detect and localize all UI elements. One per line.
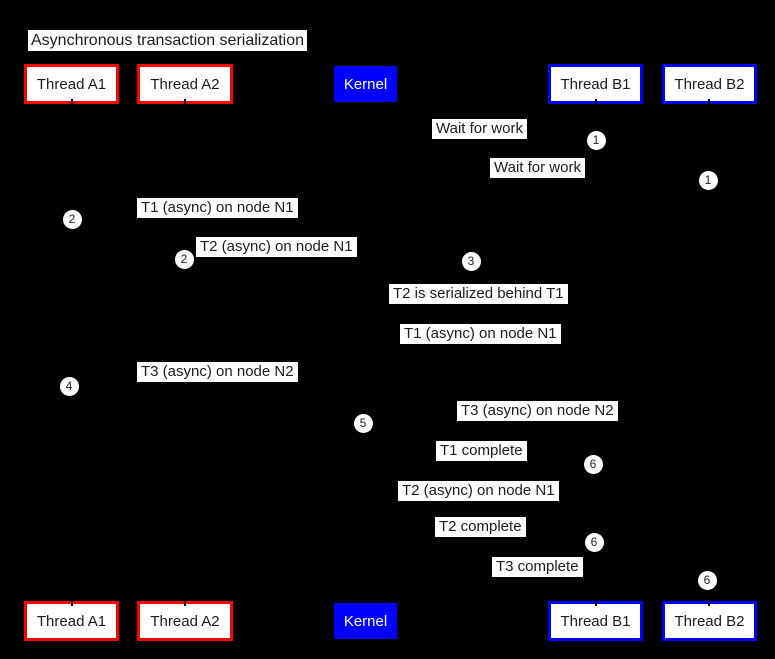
message-label: T2 (async) on node N1 — [398, 481, 559, 501]
step-marker-5: 5 — [353, 413, 373, 433]
step-marker-6: 6 — [583, 454, 603, 474]
message-label: Wait for work — [432, 119, 527, 139]
participant-thread-a2-top: Thread A2 — [137, 64, 233, 104]
message-label: T3 (async) on node N2 — [137, 362, 298, 382]
message-label: T3 (async) on node N2 — [457, 401, 618, 421]
lifeline-stub-thread-b1-bottom — [595, 597, 597, 606]
participant-thread-b2-top: Thread B2 — [662, 64, 757, 104]
step-marker-2: 2 — [62, 209, 82, 229]
step-marker-1: 1 — [698, 170, 718, 190]
step-marker-1: 1 — [586, 130, 606, 150]
lifeline-stub-thread-b2-bottom — [708, 597, 710, 606]
participant-thread-a1-top: Thread A1 — [24, 64, 119, 104]
message-label: T1 (async) on node N1 — [400, 324, 561, 344]
step-marker-4: 4 — [59, 376, 79, 396]
participant-thread-b2-bottom: Thread B2 — [662, 601, 757, 641]
step-marker-6: 6 — [584, 532, 604, 552]
step-marker-3: 3 — [461, 251, 481, 271]
message-label: T3 complete — [492, 557, 583, 577]
participant-kernel-bottom: Kernel — [334, 603, 397, 639]
participant-thread-a2-bottom: Thread A2 — [137, 601, 233, 641]
message-label: T2 is serialized behind T1 — [389, 284, 568, 304]
step-marker-6: 6 — [697, 570, 717, 590]
participant-kernel-top: Kernel — [334, 66, 397, 102]
step-marker-2: 2 — [174, 249, 194, 269]
message-label: T2 (async) on node N1 — [196, 237, 357, 257]
message-label: T1 (async) on node N1 — [137, 198, 298, 218]
message-label: Wait for work — [490, 158, 585, 178]
participant-thread-b1-top: Thread B1 — [548, 64, 643, 104]
participant-thread-a1-bottom: Thread A1 — [24, 601, 119, 641]
lifeline-stub-thread-a1-bottom — [71, 597, 73, 606]
lifeline-stub-thread-a2-bottom — [184, 597, 186, 606]
lifeline-stub-thread-a1-top — [71, 99, 73, 108]
lifeline-stub-thread-a2-top — [184, 99, 186, 108]
diagram-title: Asynchronous transaction serialization — [28, 30, 308, 51]
lifeline-stub-thread-b1-top — [595, 99, 597, 108]
lifeline-stub-thread-b2-top — [708, 99, 710, 108]
message-label: T1 complete — [436, 441, 527, 461]
message-label: T2 complete — [435, 517, 526, 537]
participant-thread-b1-bottom: Thread B1 — [548, 601, 643, 641]
